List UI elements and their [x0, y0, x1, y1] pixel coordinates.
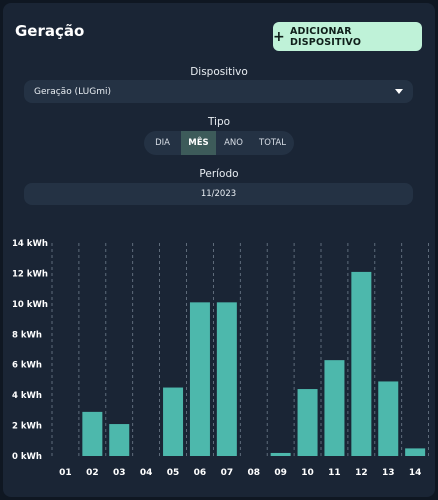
tab-dia[interactable]: DIA: [155, 138, 170, 148]
bar-12[interactable]: [351, 271, 372, 456]
y-tick-label: 4 kWh: [12, 391, 42, 401]
bar-07[interactable]: [216, 302, 237, 456]
x-tick-label: 03: [113, 468, 126, 478]
x-tick-label: 09: [274, 468, 287, 478]
bar-10[interactable]: [297, 389, 318, 456]
x-tick-label: 12: [355, 468, 368, 478]
x-tick-label: 14: [409, 468, 422, 478]
y-tick-label: 10 kWh: [12, 300, 48, 310]
bar-09[interactable]: [270, 452, 291, 456]
type-tabs: DIA MÊS ANO TOTAL: [144, 131, 294, 155]
y-tick-label: 8 kWh: [12, 330, 42, 340]
add-device-button-label: ADICIONAR DISPOSITIVO: [289, 25, 362, 48]
x-tick-label: 02: [86, 468, 99, 478]
period-picker[interactable]: 11/2023: [24, 183, 413, 205]
tab-total[interactable]: TOTAL: [259, 138, 286, 148]
x-tick-label: 06: [194, 468, 207, 478]
bar-03[interactable]: [109, 424, 130, 456]
add-device-button[interactable]: + ADICIONAR DISPOSITIVO: [273, 22, 422, 51]
x-tick-label: 07: [221, 468, 234, 478]
period-value: 11/2023: [200, 189, 237, 199]
x-tick-label: 04: [140, 468, 153, 478]
bar-11[interactable]: [324, 360, 345, 456]
bar-13[interactable]: [378, 381, 399, 456]
bar-06[interactable]: [189, 302, 210, 456]
device-label: Dispositivo: [190, 66, 248, 78]
y-tick-label: 12 kWh: [12, 269, 48, 279]
x-tick-label: 08: [247, 468, 260, 478]
x-tick-label: 05: [167, 468, 180, 478]
tab-ano[interactable]: ANO: [224, 138, 243, 148]
plus-icon: +: [273, 28, 285, 45]
generation-bar-chart: 0 kWh 2 kWh 4 kWh 6 kWh 8 kWh 10 kWh 12 kWh 14 …: [12, 239, 430, 478]
tab-mes[interactable]: MÊS: [181, 131, 216, 155]
period-label: Período: [199, 168, 239, 180]
y-tick-label: 2 kWh: [12, 422, 42, 432]
y-tick-label: 6 kWh: [12, 361, 42, 371]
page-title: Geração: [15, 22, 85, 40]
bar-02[interactable]: [82, 411, 103, 456]
bar-14[interactable]: [405, 448, 426, 456]
x-tick-label: 10: [301, 468, 314, 478]
bar-05[interactable]: [163, 387, 184, 456]
x-tick-label: 01: [59, 468, 72, 478]
type-label: Tipo: [207, 116, 231, 128]
device-select-value: Geração (LUGmi): [34, 86, 111, 97]
device-select[interactable]: Geração (LUGmi): [24, 80, 413, 103]
chevron-down-icon: [395, 89, 403, 94]
y-tick-label: 14 kWh: [12, 239, 48, 249]
x-tick-label: 11: [328, 468, 341, 478]
y-tick-label: 0 kWh: [12, 452, 42, 462]
x-tick-label: 13: [382, 468, 395, 478]
